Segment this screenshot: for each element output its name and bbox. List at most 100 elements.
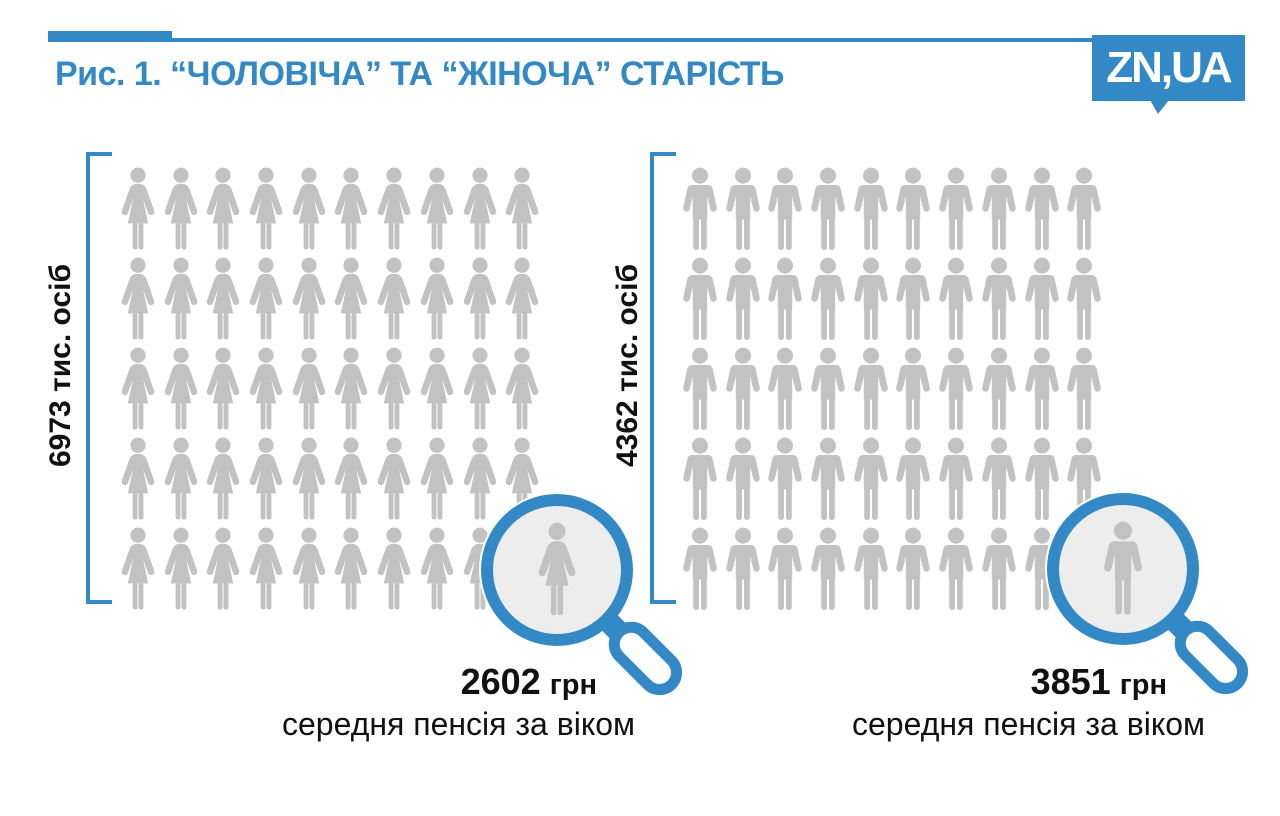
man-icon [979,347,1019,432]
man-icon [808,347,848,432]
man-icon [1022,257,1062,342]
man-icon [1064,167,1104,252]
pension-unit: грн [549,669,597,701]
woman-icon [289,527,329,612]
man-icon [765,347,805,432]
bracket-men [650,152,676,604]
man-icon [979,167,1019,252]
woman-icon [161,527,201,612]
woman-icon [161,347,201,432]
woman-icon [161,257,201,342]
woman-icon [161,437,201,522]
pension-block-men: 3851 грн середня пенсія за віком [852,662,1205,743]
woman-icon [331,347,371,432]
woman-icon [118,527,158,612]
pension-caption: середня пенсія за віком [852,706,1205,742]
population-label-men: 4362 тис. осіб [611,264,644,468]
woman-icon [289,257,329,342]
pension-value: 3851 [1030,661,1111,702]
man-icon [979,527,1019,612]
man-icon [1064,257,1104,342]
man-icon [723,167,763,252]
man-icon [808,167,848,252]
man-icon [808,527,848,612]
woman-icon [331,257,371,342]
man-icon [936,347,976,432]
man-icon [936,167,976,252]
woman-icon [502,257,542,342]
man-icon [851,257,891,342]
woman-icon [289,347,329,432]
woman-icon [502,347,542,432]
pension-value: 2602 [460,661,541,702]
pension-block-women: 2602 грн середня пенсія за віком [282,662,635,743]
woman-icon [246,257,286,342]
woman-icon [246,347,286,432]
znua-logo-text: ZN,UA [1106,43,1232,92]
man-icon [979,437,1019,522]
woman-icon [460,347,500,432]
woman-icon [118,347,158,432]
woman-icon [374,437,414,522]
population-label-women: 6973 тис. осіб [44,264,77,468]
woman-icon [118,437,158,522]
pension-unit: грн [1119,669,1167,701]
man-icon [765,437,805,522]
woman-icon [203,167,243,252]
woman-icon [203,257,243,342]
man-icon [893,347,933,432]
man-icon [808,257,848,342]
woman-icon [289,437,329,522]
man-icon [979,257,1019,342]
woman-icon [374,257,414,342]
man-icon [723,347,763,432]
man-icon [680,347,720,432]
woman-icon [460,257,500,342]
man-icon [936,527,976,612]
woman-icon [460,167,500,252]
woman-icon [331,437,371,522]
woman-icon [417,437,457,522]
man-icon [851,167,891,252]
magnifier-icon-man [1045,491,1249,695]
man-icon [680,167,720,252]
znua-logo-tail [1150,100,1169,114]
bracket-women [86,152,112,604]
man-icon [893,437,933,522]
woman-icon [374,347,414,432]
woman-icon [331,527,371,612]
woman-icon [331,167,371,252]
woman-icon [161,167,201,252]
man-icon [936,257,976,342]
znua-logo: ZN,UA [1092,35,1245,101]
woman-icon [417,167,457,252]
woman-icon [417,527,457,612]
man-icon [893,257,933,342]
header-accent-bar [48,31,172,42]
woman-icon [118,167,158,252]
man-icon [680,257,720,342]
man-icon [893,167,933,252]
man-icon [851,347,891,432]
pension-caption: середня пенсія за віком [282,706,635,742]
woman-icon [246,437,286,522]
man-icon [765,167,805,252]
woman-icon [374,527,414,612]
man-icon [851,437,891,522]
man-icon [1022,347,1062,432]
man-icon [1022,167,1062,252]
woman-icon [246,527,286,612]
man-icon [680,437,720,522]
woman-icon [203,347,243,432]
magnifier-icon-woman [479,492,683,696]
woman-icon [289,167,329,252]
woman-icon [374,167,414,252]
man-icon [1064,347,1104,432]
figure-title: Рис. 1. “ЧОЛОВІЧА” ТА “ЖІНОЧА” СТАРІСТЬ [55,55,784,93]
woman-icon [417,257,457,342]
header-rule [172,38,1092,42]
man-icon [893,527,933,612]
woman-icon [118,257,158,342]
woman-icon [203,437,243,522]
